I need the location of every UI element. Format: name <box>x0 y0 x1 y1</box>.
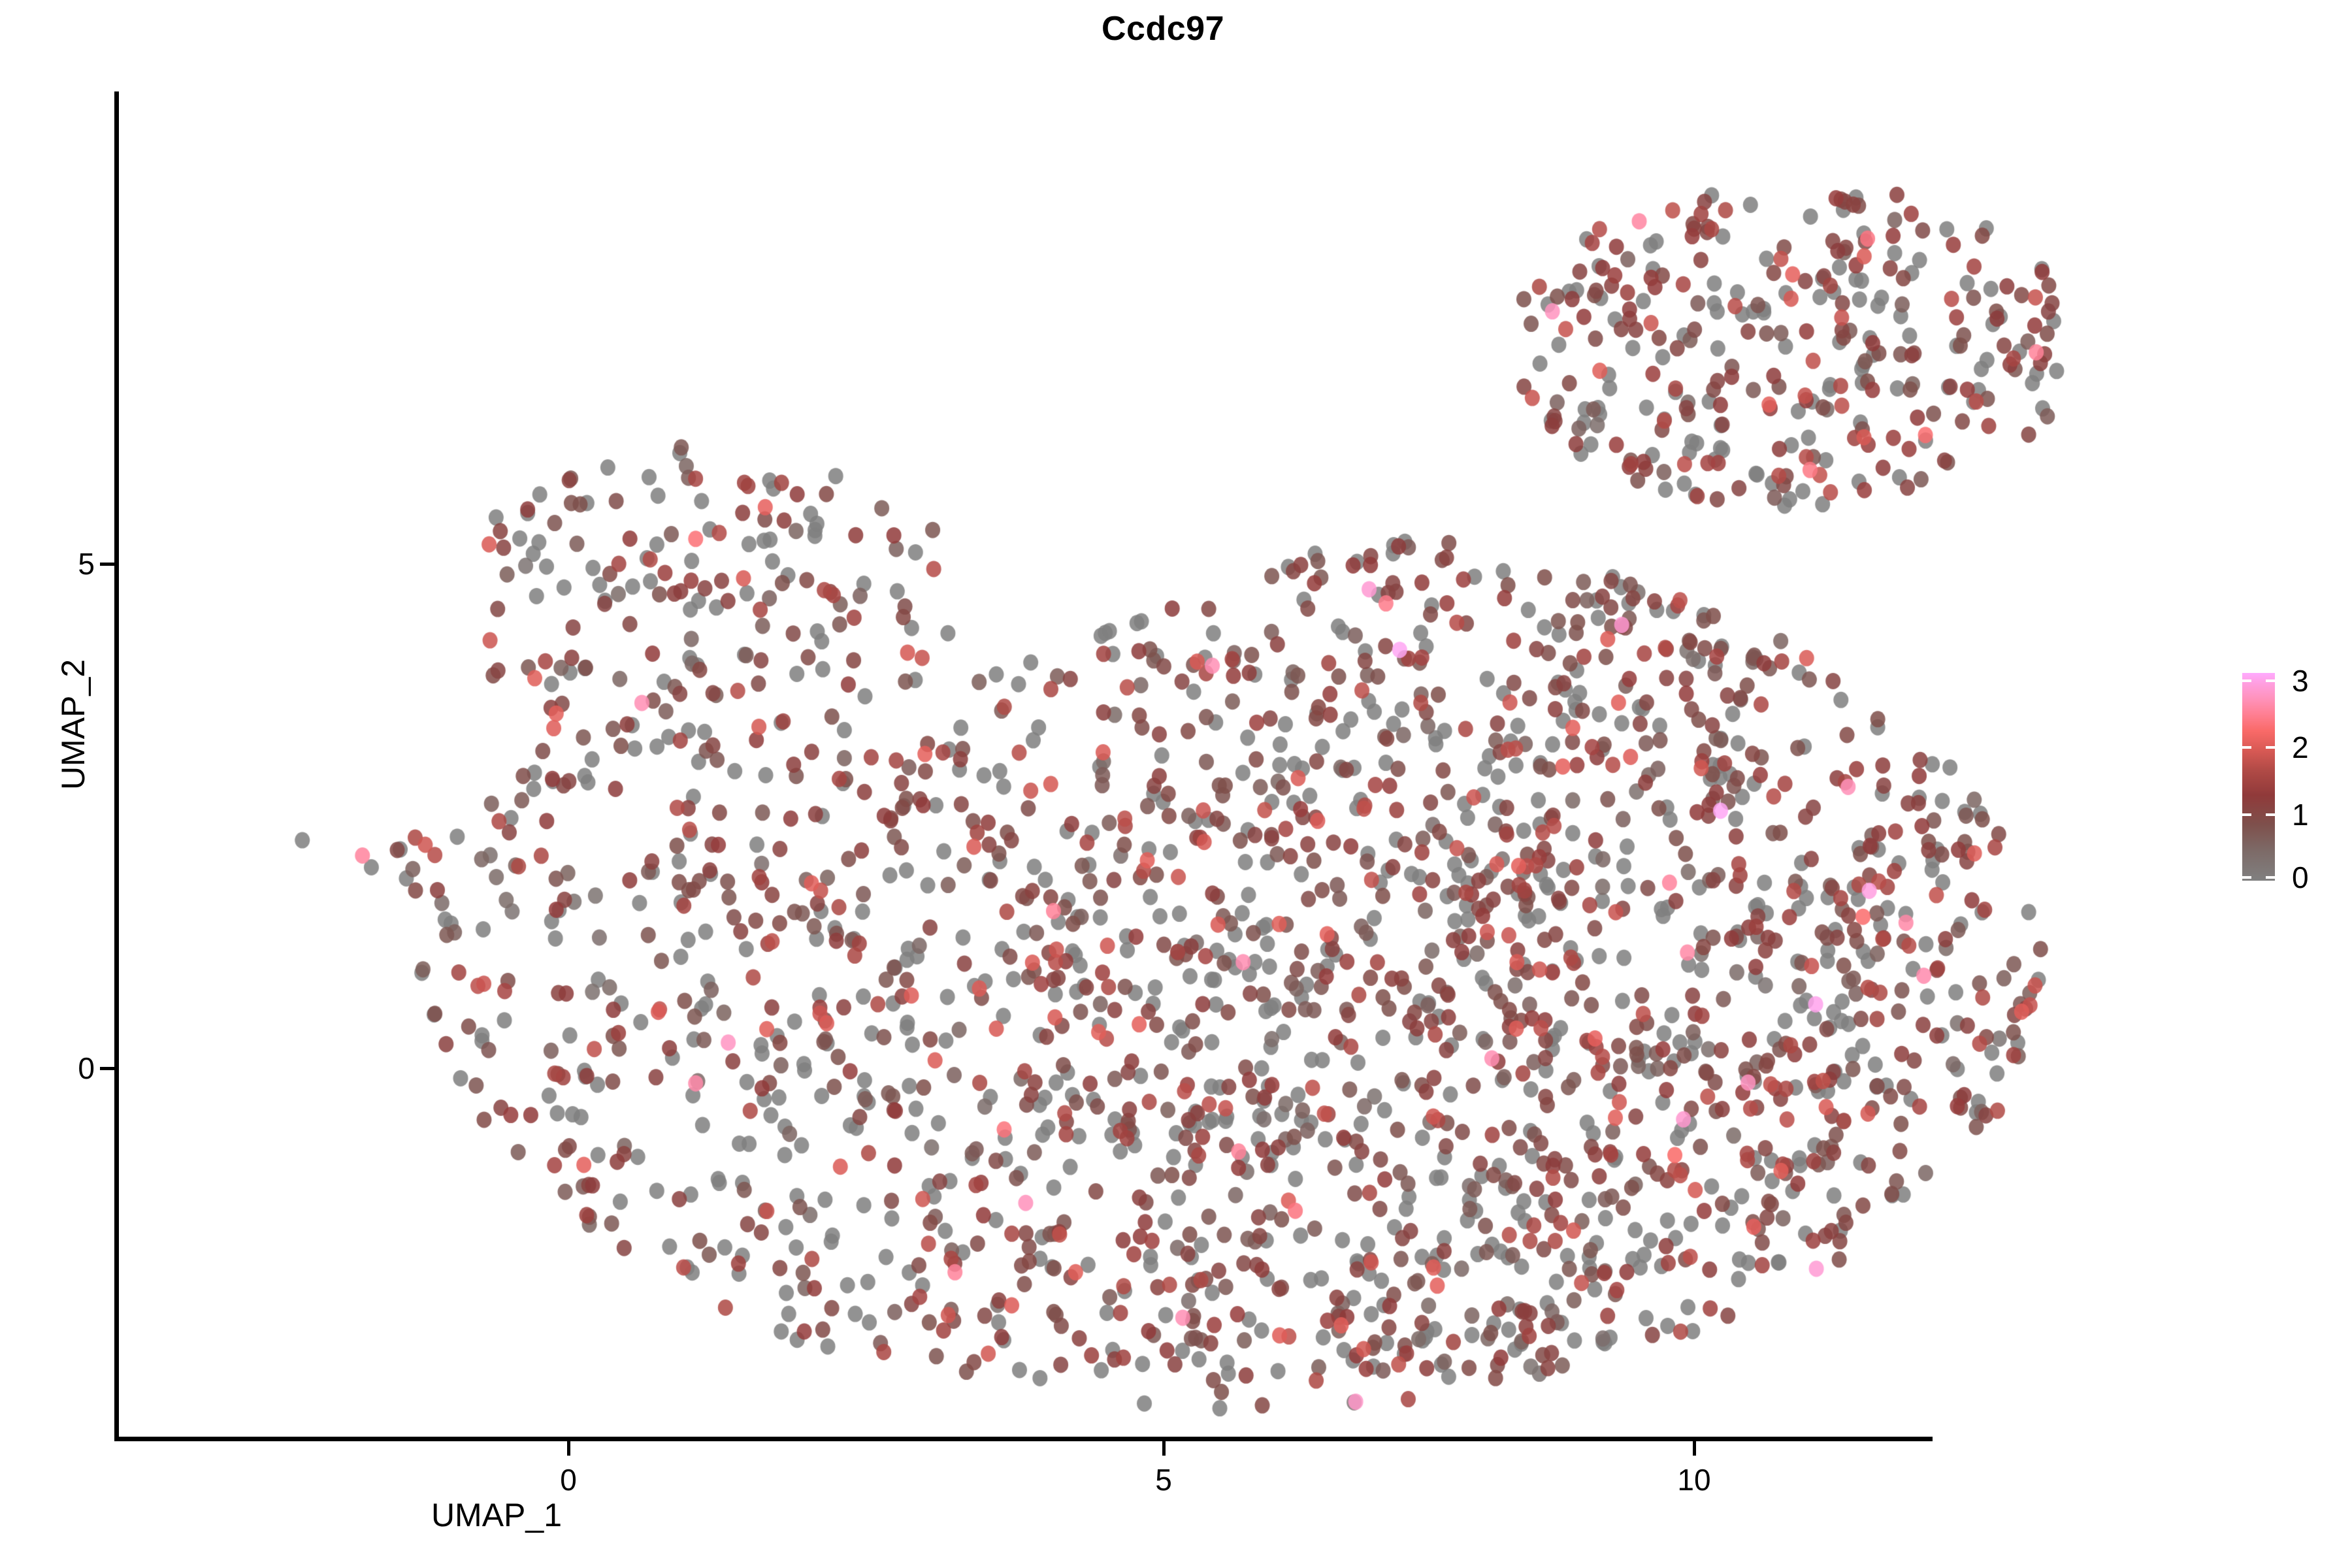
colorbar-label-0: 0 <box>2292 860 2309 894</box>
colorbar-label-2: 2 <box>2292 730 2309 764</box>
y-tick-mark-0 <box>100 1067 114 1070</box>
x-tick-mark-5 <box>1162 1441 1166 1456</box>
y-tick-mark-5 <box>100 563 114 566</box>
x-tick-mark-10 <box>1693 1441 1696 1456</box>
colorbar-tick-1 <box>2242 813 2251 816</box>
x-axis-line <box>114 1437 1933 1441</box>
x-tick-label-0: 0 <box>560 1463 577 1497</box>
colorbar-label-3: 3 <box>2292 664 2309 698</box>
colorbar-tick-3b <box>2266 679 2275 682</box>
y-axis-line <box>114 91 119 1441</box>
y-tick-label-5: 5 <box>78 547 95 581</box>
y-tick-label-0: 0 <box>78 1051 95 1085</box>
x-axis-title: UMAP_1 <box>431 1497 563 1533</box>
colorbar-tick-0b <box>2266 876 2275 879</box>
colorbar-tick-3 <box>2242 679 2251 682</box>
colorbar-tick-0 <box>2242 876 2251 879</box>
y-axis-title: UMAP_2 <box>55 659 91 791</box>
x-tick-label-5: 5 <box>1155 1463 1172 1497</box>
colorbar-tick-1b <box>2266 813 2275 816</box>
x-tick-label-10: 10 <box>1677 1463 1711 1497</box>
colorbar-tick-2b <box>2266 746 2275 749</box>
colorbar-gradient[interactable] <box>2242 673 2275 881</box>
colorbar-label-1: 1 <box>2292 798 2309 832</box>
colorbar-tick-2 <box>2242 746 2251 749</box>
x-tick-mark-0 <box>567 1441 570 1456</box>
